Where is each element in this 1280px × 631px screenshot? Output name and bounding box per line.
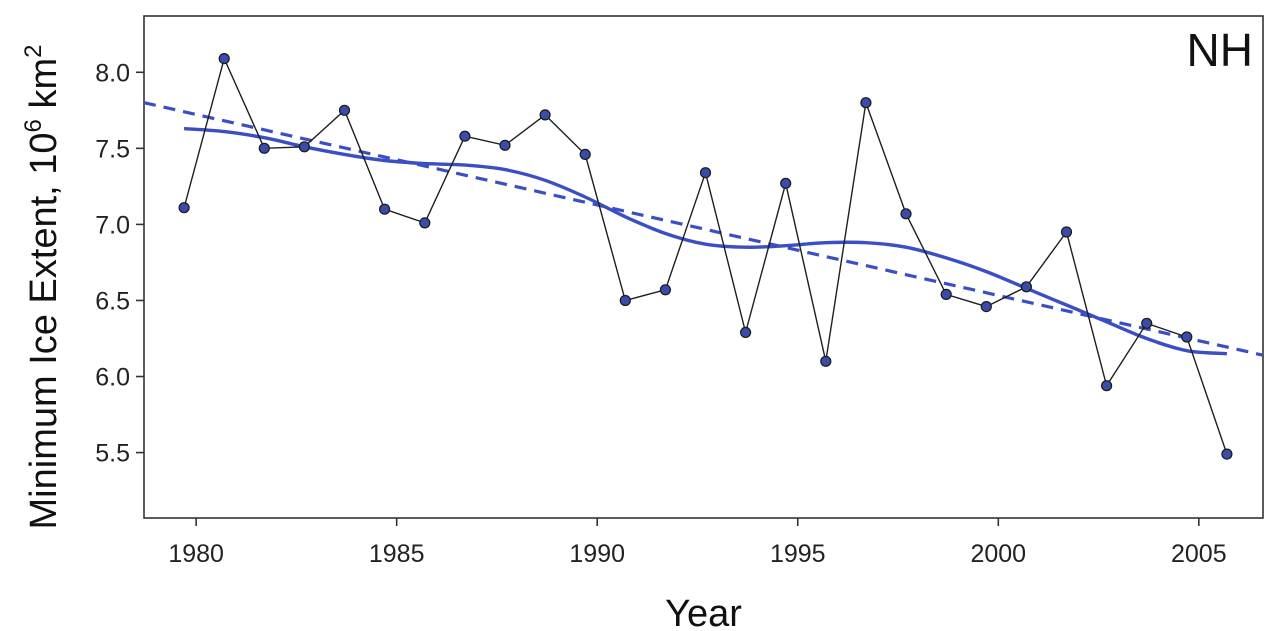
data-point — [499, 139, 511, 151]
y-tick-label: 6.5 — [95, 287, 130, 315]
x-axis: 1980 1985 1990 1995 2000 2005 — [168, 518, 1227, 568]
y-tick-label: 7.0 — [95, 211, 130, 239]
data-point — [699, 167, 712, 179]
data-point — [780, 177, 792, 189]
y-axis-title-main: Minimum Ice Extent, 10 — [23, 132, 65, 529]
x-tick-label: 1985 — [369, 540, 425, 568]
smoothed-curve — [183, 126, 1228, 356]
y-tick-label: 5.5 — [95, 440, 130, 468]
y-axis-title-unit-exponent: 2 — [20, 45, 47, 58]
data-point — [178, 202, 190, 214]
data-point — [900, 208, 912, 220]
corner-label: NH — [1187, 24, 1253, 76]
data-point — [619, 294, 631, 307]
data-point — [459, 130, 471, 142]
data-point — [379, 203, 391, 215]
data-point — [1221, 448, 1233, 460]
x-tick-label: 1995 — [770, 540, 826, 568]
data-point — [218, 52, 230, 65]
data-point — [659, 284, 672, 296]
linear-trend-line — [143, 101, 1264, 357]
x-tick-label: 2005 — [1171, 540, 1227, 568]
x-tick-label: 1990 — [569, 540, 625, 568]
data-point — [860, 97, 872, 109]
data-point — [1141, 317, 1153, 329]
data-point — [739, 326, 752, 338]
y-axis-title: Minimum Ice Extent, 106 km2 — [20, 45, 65, 530]
data-point — [298, 141, 310, 153]
data-point — [1181, 331, 1193, 343]
series-layer — [143, 52, 1264, 460]
x-axis-title: Year — [665, 593, 742, 631]
x-tick-label: 2000 — [970, 540, 1026, 568]
observed-line — [183, 56, 1228, 455]
y-tick-label: 7.5 — [95, 135, 130, 163]
data-point — [338, 104, 351, 116]
y-tick-label: 6.0 — [95, 364, 130, 392]
y-axis: 5.5 6.0 6.5 7.0 7.5 8.0 — [95, 59, 144, 468]
plot-frame — [143, 15, 1264, 519]
data-point — [1060, 226, 1073, 238]
y-axis-title-exponent: 6 — [20, 119, 47, 132]
data-point — [980, 301, 992, 313]
data-point — [579, 148, 591, 160]
x-tick-label: 1980 — [168, 540, 224, 568]
y-axis-title-unit: km — [23, 58, 65, 119]
data-point — [419, 217, 431, 229]
data-point — [258, 142, 270, 154]
data-point — [820, 355, 832, 367]
y-tick-label: 8.0 — [95, 59, 130, 87]
data-point — [1100, 380, 1113, 392]
data-point — [1020, 281, 1033, 293]
data-point — [940, 288, 952, 300]
data-point — [539, 109, 551, 121]
